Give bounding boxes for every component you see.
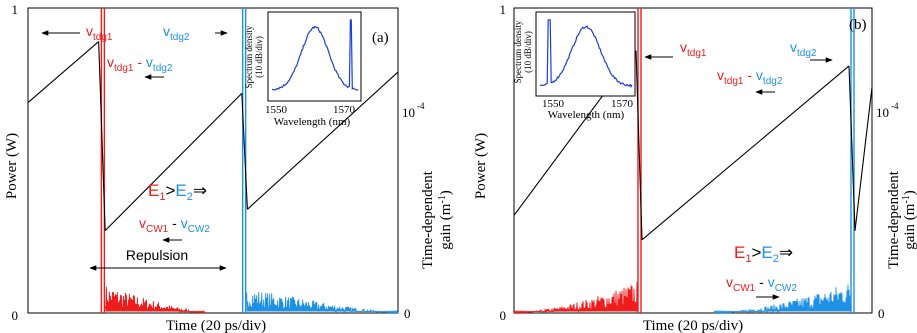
panel-a-gain-drop-2 <box>241 93 248 210</box>
svg-text:Time-dependent: Time-dependent <box>420 170 436 269</box>
panel-a-ytick-1: 1 <box>12 2 19 17</box>
panel-a-inset-xtick-1570: 1570 <box>333 104 356 116</box>
panel-a-vdiff-label: vtdg1 - vtdg2 <box>107 54 173 74</box>
panel-b-gain-segment-2 <box>641 65 850 241</box>
panel-a-energy-label: E1>E2⇒ <box>148 181 207 203</box>
panel-b-label: (b) <box>849 17 867 33</box>
panel-a-gain-segment-3 <box>247 71 399 210</box>
panel-b-yright-tick-10: 10 <box>876 105 889 120</box>
panel-a-ylabel-right: Time-dependent gain (m-1) <box>420 170 454 269</box>
panel-b-vtdg2-label: vtdg2 <box>790 39 817 59</box>
panel-a-ylabel-left: Power (W) <box>4 133 20 199</box>
panel-b-frame <box>513 7 873 314</box>
panel-b-gain-drop-1 <box>635 50 643 240</box>
panel-a-repulsion-label: Repulsion <box>126 247 188 263</box>
panel-a-gain-segment-1 <box>27 41 100 103</box>
panel-a-blue-pulse-tail <box>246 292 399 315</box>
panel-a-ytick-0: 0 <box>12 308 19 323</box>
panel-b-ytick-0: 0 <box>500 308 507 323</box>
panel-a-blue-pulse <box>241 8 399 315</box>
panel-a-gain-line <box>27 41 399 232</box>
panel-a-vtdg2-label: vtdg2 <box>163 23 190 43</box>
svg-text:(10 dB/div): (10 dB/div) <box>254 36 264 78</box>
panel-a-red-pulse-tail <box>104 286 206 315</box>
panel-b-yright-tick-0: 0 <box>878 306 885 321</box>
svg-text:gain (m-1): gain (m-1) <box>901 190 917 250</box>
svg-text:Spectrum density: Spectrum density <box>513 20 523 83</box>
panel-a-inset-ylabel: Spectrum density (10 dB/div) <box>244 25 264 88</box>
panel-b-vtdg1-label: vtdg1 <box>680 39 707 59</box>
panel-b-yright-tick-exp: -4 <box>891 101 899 111</box>
panel-a-yright-tick-0: 0 <box>404 306 411 321</box>
panel-a-vtdg1-label: vtdg1 <box>86 23 113 43</box>
panel-a-yright-tick-exp: -4 <box>417 101 425 111</box>
panel-a-frame <box>27 7 399 314</box>
panel-b: Power (W) 1 0 Time (20 ps/div) 0 10 -4 T… <box>473 2 917 333</box>
panel-b-inset: Spectrum density (10 dB/div) 1550 1570 W… <box>513 11 636 121</box>
panel-a-inset-xtick-1550: 1550 <box>265 104 288 116</box>
panel-b-inset-ylabel: Spectrum density (10 dB/div) <box>513 20 533 83</box>
panel-b-gain-segment-3 <box>854 87 873 231</box>
svg-text:Spectrum density: Spectrum density <box>244 25 254 88</box>
panel-b-gain-line <box>513 50 873 241</box>
panel-b-blue-pulse <box>713 8 855 315</box>
panel-a-gain-segment-2 <box>104 93 243 232</box>
panel-b-inset-spectrum <box>539 19 633 88</box>
panel-b-blue-pulse-tail <box>713 284 851 315</box>
panel-a-vcw-label: vCW1 - vCW2 <box>139 215 210 235</box>
panel-a-inset-xlabel: Wavelength (nm) <box>274 116 351 128</box>
panel-a-gain-drop-1 <box>98 41 106 231</box>
panel-a-yright-tick-10: 10 <box>402 105 415 120</box>
panel-b-gain-drop-2 <box>848 65 856 231</box>
panel-a-xlabel: Time (20 ps/div) <box>166 318 266 333</box>
panel-b-red-pulse <box>513 8 642 315</box>
panel-a-inset-spectrum <box>271 19 359 91</box>
panel-b-vdiff-label: vtdg1 - vtdg2 <box>717 67 783 87</box>
panel-b-xlabel: Time (20 ps/div) <box>643 318 743 333</box>
panel-a: Power (W) 1 0 Time (20 ps/div) 0 10 -4 T… <box>4 2 454 333</box>
svg-text:Time-dependent: Time-dependent <box>886 170 902 269</box>
panel-b-ylabel-left: Power (W) <box>473 133 489 199</box>
svg-text:(10 dB/div): (10 dB/div) <box>523 31 533 73</box>
panel-a-red-pulse <box>100 8 206 315</box>
panel-a-inset: Spectrum density (10 dB/div) 1550 1570 W… <box>244 11 362 128</box>
panel-a-label: (a) <box>372 30 389 46</box>
panel-b-inset-xtick-1550: 1550 <box>542 98 565 110</box>
panel-b-ytick-1: 1 <box>500 2 507 17</box>
svg-text:gain (m-1): gain (m-1) <box>437 190 454 250</box>
panel-b-energy-label: E1>E2⇒ <box>734 243 793 265</box>
panel-b-red-pulse-tail <box>513 282 638 315</box>
panel-b-ylabel-right: Time-dependent gain (m-1) <box>886 170 917 269</box>
panel-b-vcw-label: vCW1 - vCW2 <box>726 274 797 294</box>
panel-b-inset-xtick-1570: 1570 <box>611 98 634 110</box>
panel-b-inset-xlabel: Wavelength (nm) <box>548 109 625 121</box>
